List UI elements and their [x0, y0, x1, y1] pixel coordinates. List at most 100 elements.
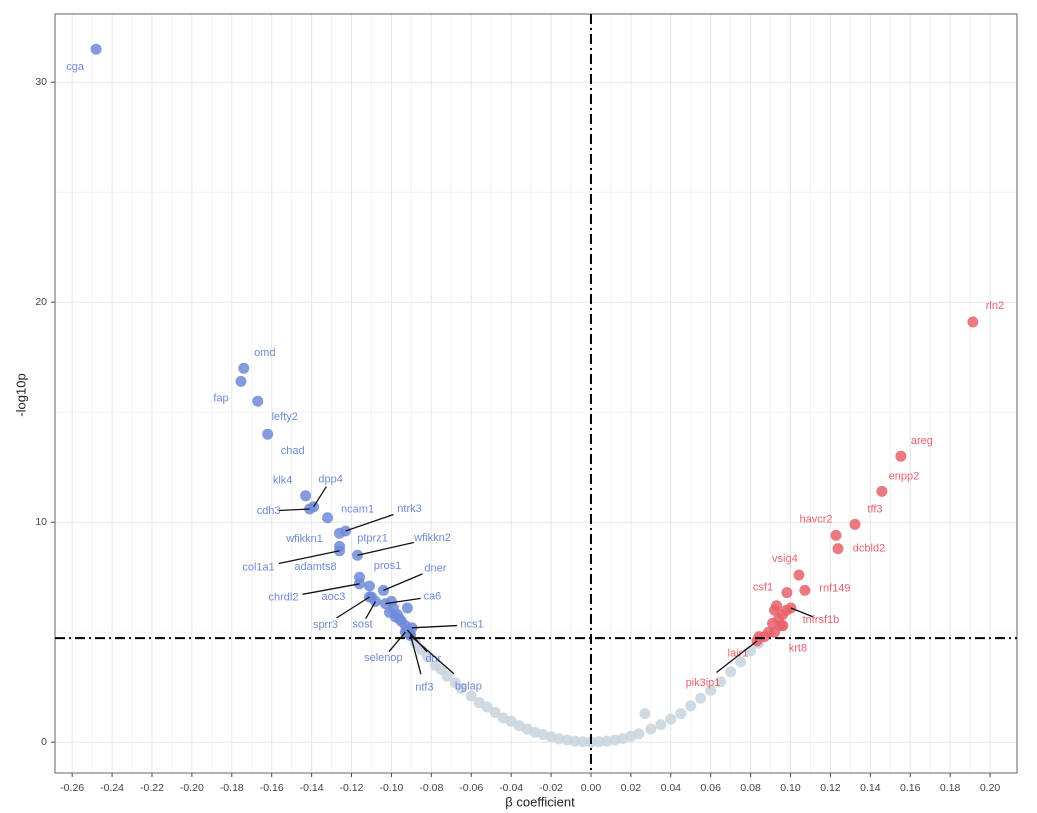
leader-line — [313, 486, 327, 508]
leader-line — [278, 550, 340, 565]
point-label: sost — [352, 618, 372, 630]
x-tick-label: 0.08 — [740, 782, 761, 794]
point-label: adamts8 — [294, 561, 336, 573]
x-tick-label: -0.06 — [459, 782, 483, 794]
point-label: ncs1 — [460, 619, 483, 631]
x-tick-label: -0.04 — [499, 782, 523, 794]
leader-line — [385, 597, 421, 605]
point — [781, 604, 793, 616]
point — [675, 708, 687, 720]
x-tick-label: -0.10 — [379, 782, 403, 794]
point — [830, 529, 842, 541]
point — [235, 375, 247, 387]
y-tick-label: 10 — [35, 516, 47, 528]
point-label: ca6 — [424, 591, 442, 603]
point-label: rnf149 — [819, 582, 850, 594]
leader-line — [278, 508, 310, 512]
point — [90, 43, 102, 55]
x-tick-label: -0.16 — [260, 782, 284, 794]
point — [481, 701, 493, 713]
point — [725, 666, 737, 678]
point-label: omd — [254, 347, 275, 359]
point-label: fap — [213, 392, 228, 404]
point — [238, 362, 250, 374]
x-tick-label: 0.16 — [900, 782, 921, 794]
point — [441, 670, 453, 682]
leader-line — [336, 596, 370, 619]
point — [363, 580, 375, 592]
y-tick-label: 30 — [35, 76, 47, 88]
plot-border — [54, 13, 1018, 774]
point-label: enpp2 — [889, 470, 920, 482]
leader-line — [365, 601, 377, 619]
point — [465, 690, 477, 702]
point-label: lefty2 — [272, 411, 298, 423]
x-tick-label: -0.22 — [140, 782, 164, 794]
leader-line — [409, 635, 455, 675]
point-label: ptprz1 — [357, 532, 388, 544]
leader-line — [790, 607, 814, 618]
x-tick-label: 0.10 — [780, 782, 801, 794]
x-tick-label: -0.26 — [60, 782, 84, 794]
leader-line — [411, 624, 458, 629]
point-label: dpp4 — [318, 474, 342, 486]
x-tick-label: -0.14 — [300, 782, 324, 794]
point-label: vsig4 — [772, 553, 798, 565]
point — [775, 620, 787, 632]
leader-line — [383, 573, 423, 591]
point — [252, 395, 264, 407]
x-tick-label: 0.00 — [581, 782, 602, 794]
point-label: dcbld2 — [853, 543, 885, 555]
leader-line — [716, 640, 758, 674]
y-tick-label: 0 — [41, 736, 47, 748]
x-tick-label: -0.18 — [220, 782, 244, 794]
point-label: dner — [424, 562, 446, 574]
point — [771, 600, 783, 612]
point — [685, 700, 697, 712]
point-label: lair1 — [728, 648, 749, 660]
point-label: csf1 — [753, 582, 773, 594]
point — [577, 736, 589, 748]
leader-line — [345, 513, 394, 532]
point — [262, 428, 274, 440]
point — [489, 707, 501, 718]
x-tick-label: 0.20 — [980, 782, 1001, 794]
y-tick-label: 20 — [35, 296, 47, 308]
point — [593, 736, 605, 748]
x-tick-label: -0.24 — [100, 782, 124, 794]
point-label: tff3 — [867, 503, 882, 515]
point — [322, 512, 334, 524]
point — [645, 723, 657, 735]
x-tick-label: 0.02 — [621, 782, 642, 794]
point-label: ncam1 — [341, 504, 374, 516]
point-label: selenop — [364, 652, 403, 664]
point — [705, 685, 717, 696]
point-label: bglap — [455, 680, 482, 692]
y-axis-label: -log10p — [13, 373, 28, 416]
x-tick-label: 0.12 — [820, 782, 841, 794]
point — [300, 490, 312, 502]
point-label: cga — [66, 61, 85, 73]
x-tick-label: -0.02 — [539, 782, 563, 794]
point-label: ntf3 — [415, 681, 433, 693]
point — [633, 728, 645, 740]
point-label: col1a1 — [242, 562, 274, 574]
point — [876, 485, 888, 497]
x-tick-label: 0.04 — [661, 782, 682, 794]
point-label: krt8 — [789, 643, 807, 655]
point — [759, 631, 771, 643]
point — [695, 692, 707, 704]
leader-line — [409, 634, 422, 675]
point-label: rln2 — [986, 300, 1004, 312]
point — [895, 450, 907, 462]
leader-line — [388, 631, 406, 653]
x-tick-label: -0.08 — [419, 782, 443, 794]
point — [401, 602, 413, 614]
point — [832, 543, 844, 555]
x-tick-label: -0.12 — [340, 782, 364, 794]
point-label: chad — [281, 445, 305, 457]
point — [665, 713, 677, 725]
point — [655, 719, 667, 731]
point — [849, 518, 861, 530]
